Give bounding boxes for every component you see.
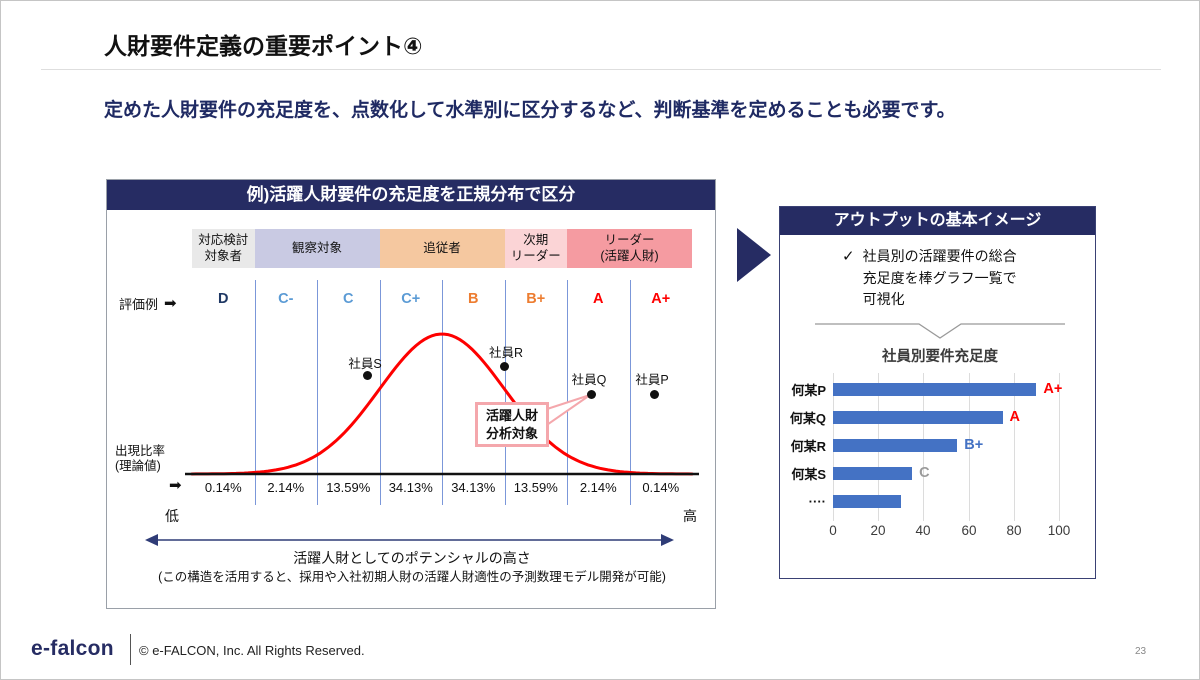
bar-grade: C [919,464,930,481]
bar-label: 何某R [790,438,826,454]
potential-range-arrow [145,534,674,546]
chevron-down-icon [815,323,1065,339]
column-divider [629,280,631,505]
grade-D: D [218,291,229,307]
segment-percent: 0.14% [204,480,242,495]
bar-row: 何某P A+ [780,380,1095,398]
column-divider [504,280,506,505]
distribution-panel-header: 例)活躍人財要件の充足度を正規分布で区分 [107,180,715,210]
high-label: 高 [683,508,697,524]
employee-point-R [499,361,509,371]
grade-A: A [593,291,604,307]
title-divider [41,69,1161,70]
x-tick: 100 [1047,523,1071,538]
grade-B+: B+ [526,291,546,307]
grade-row-label: 評価例 ➡ [119,295,177,312]
employee-label: 社員R [488,346,524,360]
x-tick: 60 [961,523,977,538]
potential-caption: 活躍人財としてのポテンシャルの高さ [293,550,531,566]
bar-chart-title: 社員別要件充足度 [882,349,998,365]
employee-point-P [649,389,659,399]
bar-label: 何某S [791,466,826,482]
check-item: ✓ 社員別の活躍要件の総合 充足度を棒グラフ一覧で 可視化 [842,246,1017,311]
output-panel-header: アウトプットの基本イメージ [780,207,1095,235]
column-divider [442,280,443,505]
bar-label: 何某Q [789,410,826,426]
segment-percent: 34.13% [388,480,433,495]
x-tick: 20 [870,523,886,538]
analysis-target-callout: 活躍人財 分析対象 [475,402,549,447]
bar [833,438,958,452]
bar-row: 何某R B+ [780,436,1095,454]
copyright-text: © e-FALCON, Inc. All Rights Reserved. [139,643,365,658]
segment-percent: 13.59% [513,480,558,495]
page-title: 人財要件定義の重要ポイント④ [104,33,423,59]
bar [833,466,913,480]
distribution-panel: 例)活躍人財要件の充足度を正規分布で区分 対応検討 対象者 観察対象 追従者 次… [106,179,716,609]
x-tick: 0 [829,523,837,538]
bar-grade: B+ [964,436,984,453]
band-observation: 観察対象 [254,229,380,268]
bar-row: 何某S C [780,464,1095,482]
arrow-right-icon: ➡ [169,477,182,494]
segment-percent: 34.13% [451,480,496,495]
bar-grade: A [1009,408,1020,425]
page-number: 23 [1135,646,1147,657]
company-logo: e-falcon [31,637,114,660]
footer-divider [130,634,131,665]
grade-C: C [343,291,354,307]
column-divider [317,280,318,505]
employee-label: 社員Q [571,373,607,387]
output-panel-body: ✓ 社員別の活躍要件の総合 充足度を棒グラフ一覧で 可視化 社員別要件充足度 何… [780,235,1095,576]
x-tick: 80 [1006,523,1022,538]
segment-percent: 2.14% [579,480,617,495]
employee-label: 社員S [348,357,382,371]
column-divider [254,280,256,505]
bar-row: ···· [780,493,1095,509]
bar-label: 何某P [791,382,826,398]
segment-percent: 13.59% [326,480,371,495]
band-review-candidates: 対応検討 対象者 [192,229,255,268]
gridline [969,373,970,521]
check-item-text: 社員別の活躍要件の総合 充足度を棒グラフ一覧で 可視化 [862,248,1017,308]
gridline [1014,373,1015,521]
grade-C-: C- [278,291,294,307]
model-note-caption: (この構造を活用すると、採用や入社初期人財の活躍人財適性の予測数理モデル開発が可… [158,570,666,584]
gridline [1059,373,1060,521]
grade-A+: A+ [651,291,671,307]
column-divider [567,280,568,505]
bar [833,410,1003,424]
flow-arrow-icon [737,228,771,282]
employee-label: 社員P [635,373,669,387]
band-next-leaders: 次期 リーダー [504,229,567,268]
bar [833,494,901,508]
bar-label: ···· [808,493,826,509]
band-leaders: リーダー (活躍人財) [567,229,692,268]
band-followers: 追従者 [379,229,505,268]
low-label: 低 [165,508,179,524]
arrow-right-icon: ➡ [164,295,177,312]
slide-subtitle: 定めた人財要件の充足度を、点数化して水準別に区分するなど、判断基準を定めることも… [104,100,956,121]
x-tick: 40 [915,523,931,538]
bar-grade: A+ [1043,380,1063,397]
column-divider [379,280,381,505]
bar-row: 何某Q A [780,408,1095,426]
distribution-chart: 対応検討 対象者 観察対象 追従者 次期 リーダー リーダー (活躍人財) 評価… [107,210,715,608]
output-panel: アウトプットの基本イメージ ✓ 社員別の活躍要件の総合 充足度を棒グラフ一覧で … [779,206,1096,579]
check-icon: ✓ [842,248,855,265]
segment-percent: 0.14% [642,480,680,495]
grade-B: B [468,291,479,307]
employee-point-S [362,370,372,380]
grade-C+: C+ [401,291,421,307]
category-bands: 対応検討 対象者 観察対象 追従者 次期 リーダー リーダー (活躍人財) [192,229,692,268]
bar [833,382,1037,396]
employee-point-Q [586,389,596,399]
segment-percent: 2.14% [267,480,305,495]
y-axis-label: 出現比率 (理論値) [115,444,166,473]
